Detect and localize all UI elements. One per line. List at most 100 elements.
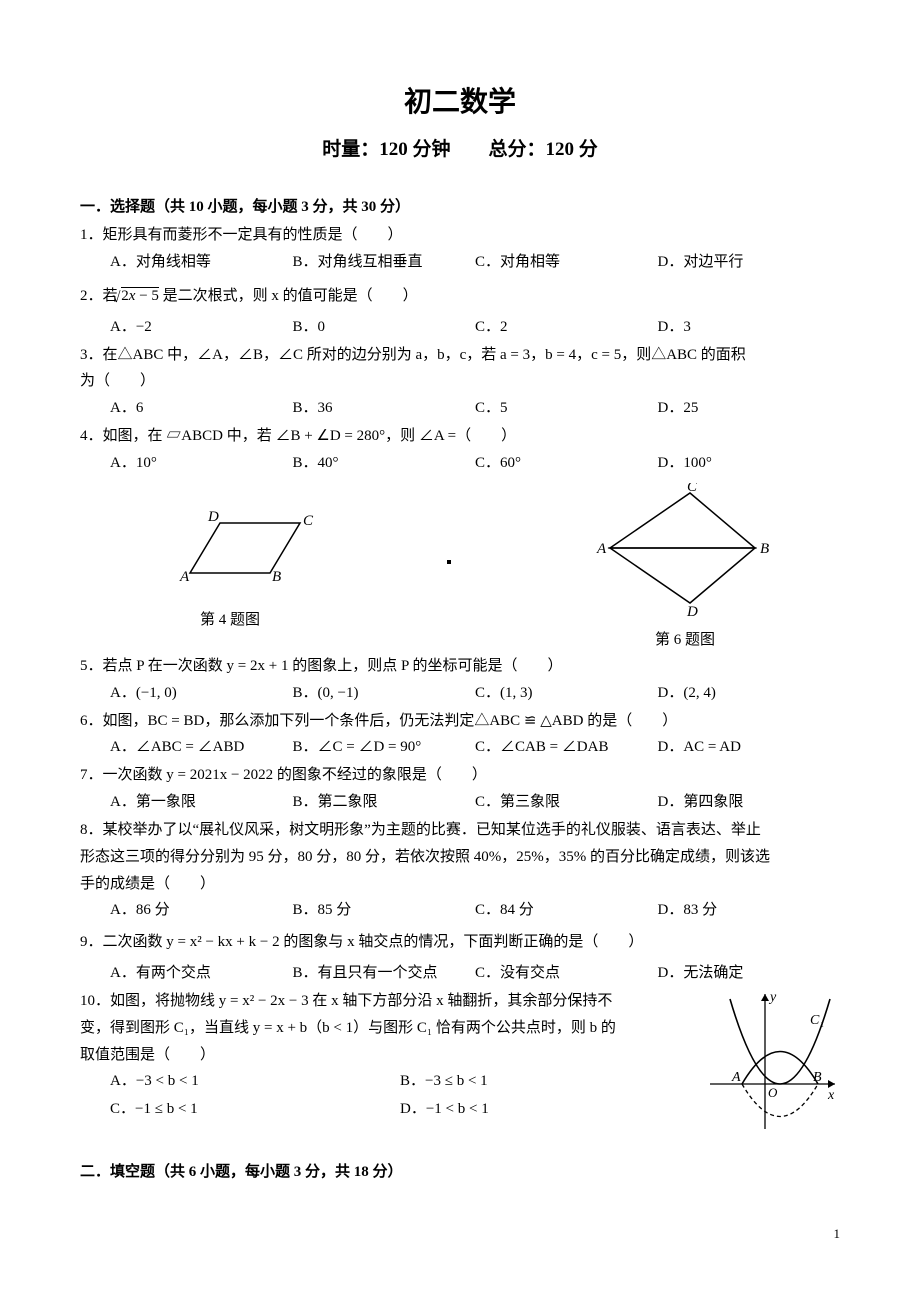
q6-choice-b: B．∠C = ∠D = 90°	[293, 735, 476, 759]
q10-choices-row2: C．−1 ≤ b < 1 D．−1 < b < 1	[110, 1097, 690, 1121]
q1-choice-d: D．对边平行	[658, 250, 841, 274]
q10-num: 10．	[80, 993, 110, 1009]
q5-choice-c: C．(1, 3)	[475, 681, 658, 705]
q4-choice-a: A．10°	[110, 451, 293, 475]
q7-num: 7．	[80, 767, 103, 783]
q9-choice-d: D．无法确定	[658, 961, 841, 985]
q8-choice-b: B．85 分	[293, 898, 476, 922]
q1-choice-c: C．对角相等	[475, 250, 658, 274]
q6-choice-a: A．∠ABC = ∠ABD	[110, 735, 293, 759]
q4-choice-c: C．60°	[475, 451, 658, 475]
figure-row-4-6: A B C D 第 4 题图 A B C D 第 6 题图	[80, 483, 840, 652]
q9-choice-a: A．有两个交点	[110, 961, 293, 985]
fig6-label-a: A	[596, 541, 607, 557]
q3-text2: 为（ ）	[80, 373, 155, 389]
q1-choices: A．对角线相等 B．对角线互相垂直 C．对角相等 D．对边平行	[110, 250, 840, 274]
q3-choice-b: B．36	[293, 396, 476, 420]
q10-text: 如图，将抛物线 y = x² − 2x − 3 在 x 轴下方部分沿 x 轴翻折…	[110, 993, 612, 1009]
question-8-l2: 形态这三项的得分分别为 95 分，80 分，80 分，若依次按照 40%，25%…	[80, 845, 840, 870]
q3-choice-c: C．5	[475, 396, 658, 420]
q9-choice-c: C．没有交点	[475, 961, 658, 985]
q8-text3: 手的成绩是（ ）	[80, 876, 215, 892]
question-10-l2: 变，得到图形 C₁，当直线 y = x + b（b < 1）与图形 C₁ 恰有两…	[80, 1016, 690, 1041]
fig10-b-label: B	[813, 1070, 822, 1085]
fig6-label-c: C	[687, 483, 698, 495]
question-10-l3: 取值范围是（ ）	[80, 1043, 690, 1068]
q8-choice-c: C．84 分	[475, 898, 658, 922]
q2-choice-b: B．0	[293, 315, 476, 339]
fig4-label-b: B	[272, 569, 281, 585]
question-4: 4．如图，在 ▱ABCD 中，若 ∠B + ∠D = 280°，则 ∠A =（ …	[80, 424, 840, 449]
q5-choice-a: A．(−1, 0)	[110, 681, 293, 705]
q5-choice-d: D．(2, 4)	[658, 681, 841, 705]
fig10-x-label: x	[827, 1088, 835, 1103]
q1-text: 矩形具有而菱形不一定具有的性质是（ ）	[103, 227, 403, 243]
figure-6: A B C D 第 6 题图	[590, 483, 780, 652]
question-8: 8．某校举办了以“展礼仪风采，树文明形象”为主题的比赛．已知某位选手的礼仪服装、…	[80, 818, 840, 843]
q7-choice-b: B．第二象限	[293, 790, 476, 814]
q1-choice-a: A．对角线相等	[110, 250, 293, 274]
q5-text: 若点 P 在一次函数 y = 2x + 1 的图象上，则点 P 的坐标可能是（ …	[103, 658, 563, 674]
q4-text: 如图，在 ▱ABCD 中，若 ∠B + ∠D = 280°，则 ∠A =（ ）	[103, 428, 517, 444]
fig6-label-b: B	[760, 541, 769, 557]
q1-choice-b: B．对角线互相垂直	[293, 250, 476, 274]
q4-num: 4．	[80, 428, 103, 444]
q9-choices: A．有两个交点 B．有且只有一个交点 C．没有交点 D．无法确定	[110, 961, 840, 985]
kite-svg: A B C D	[590, 483, 780, 618]
q10-choice-a: A．−3 < b < 1	[110, 1069, 400, 1093]
q7-choice-d: D．第四象限	[658, 790, 841, 814]
q8-choices: A．86 分 B．85 分 C．84 分 D．83 分	[110, 898, 840, 922]
q6-num: 6．	[80, 713, 103, 729]
q5-choice-b: B．(0, −1)	[293, 681, 476, 705]
q3-choice-d: D．25	[658, 396, 841, 420]
q2-num: 2．	[80, 288, 103, 304]
fig10-o-label: O	[768, 1085, 778, 1100]
q8-num: 8．	[80, 822, 103, 838]
time-value: 120 分钟	[379, 139, 450, 160]
q9-choice-b: B．有且只有一个交点	[293, 961, 476, 985]
question-3-cont: 为（ ）	[80, 369, 840, 394]
fig6-label-d: D	[686, 604, 698, 618]
q2-choice-c: C．2	[475, 315, 658, 339]
exam-title: 初二数学	[80, 80, 840, 125]
figure-4-caption: 第 4 题图	[140, 608, 320, 632]
q10-choice-d: D．−1 < b < 1	[400, 1097, 690, 1121]
section-1-header: 一．选择题（共 10 小题，每小题 3 分，共 30 分）	[80, 195, 840, 219]
question-6: 6．如图，BC = BD，那么添加下列一个条件后，仍无法判定△ABC ≌ △AB…	[80, 709, 840, 734]
q7-choice-c: C．第三象限	[475, 790, 658, 814]
fig4-label-d: D	[207, 509, 219, 525]
question-10: 10．如图，将抛物线 y = x² − 2x − 3 在 x 轴下方部分沿 x …	[80, 989, 690, 1014]
total-label: 总分：	[489, 139, 546, 160]
q7-choices: A．第一象限 B．第二象限 C．第三象限 D．第四象限	[110, 790, 840, 814]
q2-choice-d: D．3	[658, 315, 841, 339]
question-3: 3．在△ABC 中，∠A，∠B，∠C 所对的边分别为 a，b，c，若 a = 3…	[80, 343, 840, 368]
q9-text: 二次函数 y = x² − kx + k − 2 的图象与 x 轴交点的情况，下…	[103, 934, 644, 950]
exam-subtitle: 时量：120 分钟 总分：120 分	[80, 135, 840, 165]
q2-radical: √2x − 5	[121, 287, 159, 304]
time-label: 时量：	[322, 139, 379, 160]
q6-choices: A．∠ABC = ∠ABD B．∠C = ∠D = 90° C．∠CAB = ∠…	[110, 735, 840, 759]
fig10-c1-label: C₁	[810, 1013, 824, 1028]
q10-choice-c: C．−1 ≤ b < 1	[110, 1097, 400, 1121]
parallelogram-svg: A B C D	[140, 503, 320, 598]
q10-text3: 取值范围是（ ）	[80, 1047, 215, 1063]
q7-text: 一次函数 y = 2021x − 2022 的图象不经过的象限是（ ）	[103, 767, 487, 783]
q8-text2: 形态这三项的得分分别为 95 分，80 分，80 分，若依次按照 40%，25%…	[80, 849, 770, 865]
q8-choice-d: D．83 分	[658, 898, 841, 922]
question-7: 7．一次函数 y = 2021x − 2022 的图象不经过的象限是（ ）	[80, 763, 840, 788]
figure-4: A B C D 第 4 题图	[140, 503, 320, 632]
q10-text2: 变，得到图形 C₁，当直线 y = x + b（b < 1）与图形 C₁ 恰有两…	[80, 1020, 616, 1036]
figure-spacer	[440, 553, 470, 581]
q9-num: 9．	[80, 934, 103, 950]
section-2-header: 二．填空题（共 6 小题，每小题 3 分，共 18 分）	[80, 1160, 840, 1184]
fig4-label-c: C	[303, 513, 314, 529]
page-number: 1	[80, 1224, 840, 1245]
q10-choice-b: B．−3 ≤ b < 1	[400, 1069, 690, 1093]
q6-choice-c: C．∠CAB = ∠DAB	[475, 735, 658, 759]
q1-num: 1．	[80, 227, 103, 243]
question-8-l3: 手的成绩是（ ）	[80, 872, 840, 897]
q4-choice-b: B．40°	[293, 451, 476, 475]
q4-choice-d: D．100°	[658, 451, 841, 475]
question-5: 5．若点 P 在一次函数 y = 2x + 1 的图象上，则点 P 的坐标可能是…	[80, 654, 840, 679]
figure-10: x y O A B C₁	[700, 989, 840, 1142]
